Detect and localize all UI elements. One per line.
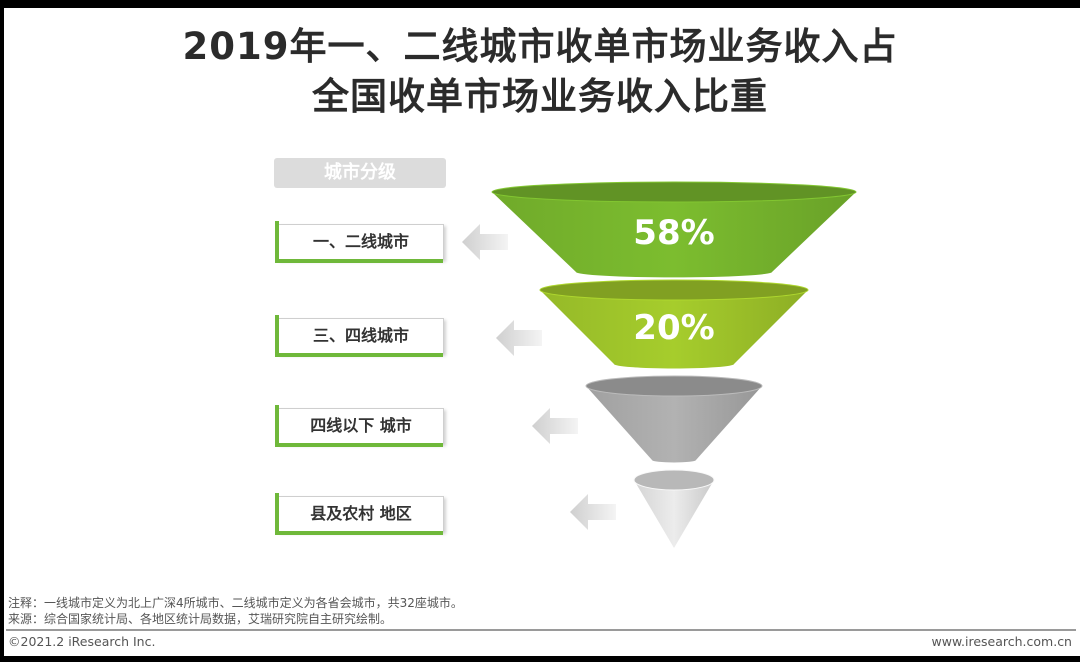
chart-title-line-2: 全国收单市场业务收入比重	[312, 75, 768, 118]
copyright: ©2021.2 iResearch Inc.	[8, 634, 156, 649]
arrow-left-icon	[570, 494, 616, 530]
tier-label-1: 一、二线城市	[312, 232, 409, 251]
website-url: www.iresearch.com.cn	[931, 634, 1073, 649]
footnote-source: 来源：综合国家统计局、各地区统计局数据，艾瑞研究院自主研究绘制。	[8, 612, 393, 626]
funnel-value-label-2: 20%	[633, 308, 714, 348]
tier-label-3: 四线以下 城市	[310, 416, 412, 435]
footnote-note: 注释：一线城市定义为北上广深4所城市、二线城市定义为各省会城市，共32座城市。	[8, 596, 463, 610]
tier-label-2: 三、四线城市	[312, 326, 409, 345]
tier-label-4: 县及农村 地区	[310, 504, 412, 523]
left-border	[0, 0, 4, 662]
funnel-value-label-1: 58%	[633, 213, 714, 253]
funnel-segment-top-3	[585, 375, 763, 397]
tier-box-2: 三、四线城市	[275, 315, 444, 357]
footer-divider	[6, 629, 1076, 631]
tier-box-1: 一、二线城市	[275, 221, 444, 263]
funnel-segment-1	[492, 192, 856, 278]
funnel-segment-4	[634, 480, 714, 548]
tier-box-4: 县及农村 地区	[275, 493, 444, 535]
arrow-left-icon	[496, 320, 542, 356]
chart-title-line-1: 2019年一、二线城市收单市场业务收入占	[182, 25, 898, 68]
funnel-segment-top-1	[491, 181, 857, 203]
bottom-border	[0, 656, 1080, 662]
funnel-segment-2	[540, 290, 808, 369]
arrow-left-icon	[532, 408, 578, 444]
funnel-segment-top-2	[539, 279, 809, 301]
tier-box-3: 四线以下 城市	[275, 405, 444, 447]
funnel-segment-3	[586, 386, 762, 463]
funnel-segment-top-4	[633, 469, 715, 491]
top-border	[0, 0, 1080, 8]
arrow-left-icon	[462, 224, 508, 260]
tier-header: 城市分级	[274, 158, 446, 188]
